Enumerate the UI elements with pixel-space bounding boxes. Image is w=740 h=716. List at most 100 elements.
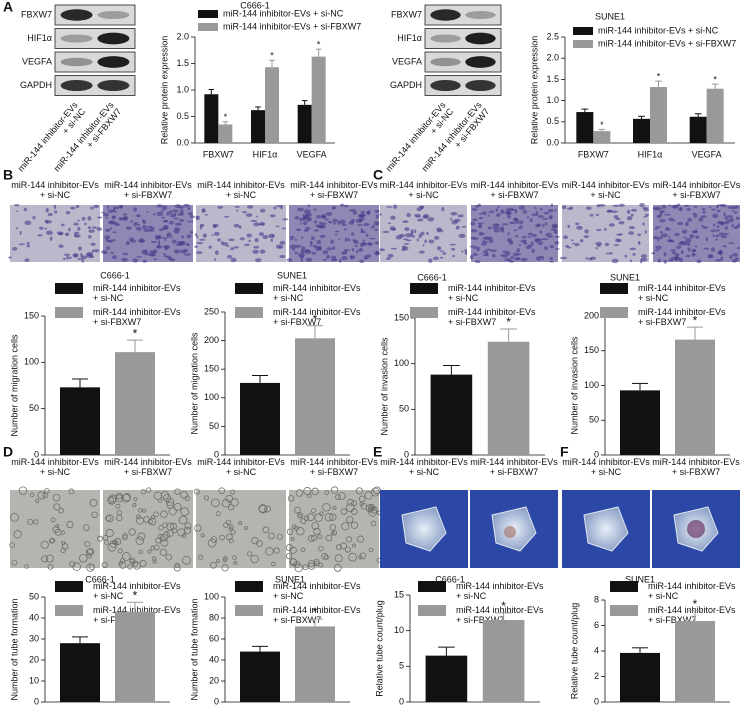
cell: [226, 533, 233, 541]
micrograph-label: miR-144 inhibitor-EVs + si-NC: [379, 180, 468, 200]
micrograph: [194, 205, 289, 263]
stained-cell: [472, 237, 479, 241]
stained-cell: [262, 234, 269, 240]
cell: [313, 527, 321, 536]
legend-label: miR-144 inhibitor-EVs + si-FBXW7: [638, 307, 726, 327]
legend-swatch: [235, 581, 263, 592]
stained-cell: [604, 242, 610, 247]
stained-cell: [678, 241, 686, 246]
stained-cell: [315, 224, 321, 228]
bar: [240, 651, 280, 702]
stained-cell: [300, 236, 304, 239]
stained-cell: [286, 258, 293, 262]
stained-cell: [613, 214, 619, 219]
stained-cell: [163, 245, 169, 248]
cell: [341, 522, 350, 531]
legend-label: miR-144 inhibitor-EVs + si-FBXW7: [648, 605, 736, 625]
stained-cell: [574, 242, 580, 247]
cell: [225, 494, 234, 503]
stained-cell: [685, 254, 691, 258]
cell: [334, 554, 343, 563]
stained-cell: [369, 237, 376, 240]
stained-cell: [618, 203, 625, 207]
stained-cell: [228, 238, 235, 242]
significance-mark: *: [693, 597, 698, 611]
stained-cell: [166, 232, 172, 237]
stained-cell: [268, 233, 275, 239]
stained-cell: [470, 229, 478, 233]
stained-cell: [404, 227, 410, 232]
y-tick-label: 10: [394, 625, 404, 635]
cell: [35, 498, 40, 503]
stained-cell: [479, 212, 482, 215]
stained-cell: [604, 227, 607, 232]
micrograph-label: miR-144 inhibitor-EVs + si-NC: [197, 457, 285, 477]
cell: [332, 505, 337, 510]
stained-cell: [724, 216, 728, 220]
cell: [117, 548, 123, 554]
bar: [297, 104, 312, 143]
stained-cell: [26, 241, 30, 245]
stained-cell: [685, 221, 689, 227]
stained-cell: [133, 222, 137, 227]
stained-cell: [488, 210, 495, 214]
cell: [230, 498, 239, 507]
cell: [180, 507, 190, 516]
micrograph-label-box: miR-144 inhibitor-EVs + si-FBXW7: [471, 180, 559, 200]
stained-cell: [722, 245, 727, 248]
stained-cell: [106, 240, 112, 243]
bar: [487, 341, 530, 455]
stained-cell: [269, 214, 276, 218]
stained-cell: [143, 228, 150, 233]
cell: [360, 503, 368, 510]
stained-cell: [213, 231, 220, 236]
cell: [107, 542, 117, 552]
cell: [121, 552, 131, 561]
cell: [228, 524, 234, 530]
cell: [157, 498, 163, 503]
stained-cell: [382, 230, 390, 234]
cell: [180, 491, 188, 499]
stained-cell: [65, 211, 71, 215]
stained-cell: [93, 204, 100, 209]
micrograph: [286, 203, 381, 264]
stained-cell: [712, 213, 719, 219]
micrograph-label: miR-144 inhibitor-EVs + si-FBXW7: [104, 180, 192, 200]
stained-cell: [137, 215, 140, 218]
y-tick-label: 15: [394, 589, 404, 599]
stained-cell: [194, 245, 199, 248]
bar: [689, 116, 707, 143]
cell: [118, 560, 123, 566]
stained-cell: [723, 212, 726, 217]
cell: [41, 555, 49, 563]
stained-cell: [570, 239, 574, 242]
bar: [430, 374, 473, 455]
stained-cell: [510, 256, 515, 259]
stained-cell: [567, 224, 571, 229]
cell: [335, 494, 341, 500]
stained-cell: [294, 238, 298, 241]
y-tick-label: 2: [594, 671, 599, 681]
legend-swatch: [198, 10, 218, 18]
cell: [37, 491, 46, 500]
stained-cell: [452, 254, 455, 258]
legend-label-box: miR-144 inhibitor-EVs + si-NC: [448, 283, 536, 303]
stained-cell: [77, 227, 81, 231]
stained-cell: [390, 215, 396, 220]
stained-cell: [149, 226, 155, 230]
stained-cell: [472, 218, 478, 222]
stained-cell: [391, 227, 396, 230]
stained-cell: [719, 253, 722, 256]
stained-cell: [506, 208, 509, 212]
cell: [114, 538, 122, 546]
stained-cell: [490, 249, 497, 252]
stained-cell: [333, 221, 336, 225]
y-tick-label: 0: [214, 449, 219, 459]
cell: [290, 536, 295, 541]
stained-cell: [93, 248, 100, 253]
bar: [675, 339, 715, 455]
stained-cell: [168, 220, 174, 225]
stained-cell: [172, 209, 179, 213]
cell: [307, 562, 316, 570]
